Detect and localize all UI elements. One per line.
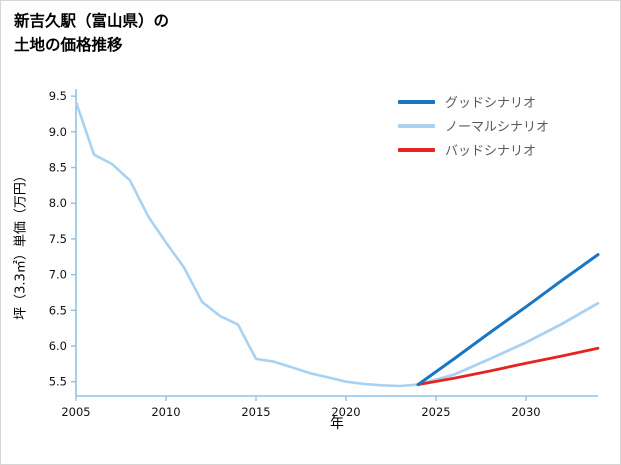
chart-title: 新吉久駅（富山県）の 土地の価格推移 xyxy=(14,12,170,55)
legend-item-normal-scenario: ノーマルシナリオ xyxy=(398,117,550,135)
x-axis-label: 年 xyxy=(330,416,344,432)
legend-label: ノーマルシナリオ xyxy=(445,120,550,135)
bad-scenario-line-swatch xyxy=(398,147,435,152)
svg-text:2025: 2025 xyxy=(421,405,450,419)
y-axis-label: 坪（3.3㎡）単価（万円） xyxy=(13,169,29,320)
svg-text:8.5: 8.5 xyxy=(49,161,67,175)
legend-label: バッドシナリオ xyxy=(445,144,537,159)
good-scenario-line-swatch xyxy=(398,99,435,104)
legend-label: グッドシナリオ xyxy=(445,96,537,111)
svg-text:2030: 2030 xyxy=(511,405,540,419)
legend-item-good-scenario: グッドシナリオ xyxy=(398,93,549,111)
svg-text:6.5: 6.5 xyxy=(49,303,67,317)
normal-scenario-line-swatch xyxy=(398,123,435,128)
svg-text:2010: 2010 xyxy=(151,405,180,419)
svg-text:7.5: 7.5 xyxy=(49,232,67,246)
svg-text:9.0: 9.0 xyxy=(49,125,67,139)
svg-text:9.5: 9.5 xyxy=(49,89,67,103)
svg-text:2005: 2005 xyxy=(61,405,90,419)
svg-text:2015: 2015 xyxy=(241,405,270,419)
chart-legend: グッドシナリオ ノーマルシナリオ バッドシナリオ xyxy=(398,93,550,159)
legend-item-bad-scenario: バッドシナリオ xyxy=(398,141,549,159)
svg-text:6.0: 6.0 xyxy=(49,339,67,353)
svg-text:5.5: 5.5 xyxy=(49,375,67,389)
svg-text:7.0: 7.0 xyxy=(49,268,67,282)
svg-text:8.0: 8.0 xyxy=(49,196,67,210)
svg-text:2020: 2020 xyxy=(331,405,360,419)
